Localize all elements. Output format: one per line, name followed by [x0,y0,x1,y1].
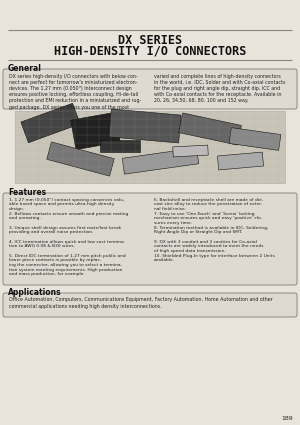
Bar [71,112,120,150]
Text: 3. Unique shell design assures first mate/last break
providing and overall noise: 3. Unique shell design assures first mat… [9,226,121,234]
Bar [122,148,199,174]
Text: 6. Backshell and receptacle shell are made of die-
cast zinc alloy to reduce the: 6. Backshell and receptacle shell are ma… [154,198,263,211]
Text: Applications: Applications [8,288,62,297]
Text: 5. Direct IDC termination of 1.27 mm pitch public and
lower piece contacts is po: 5. Direct IDC termination of 1.27 mm pit… [9,253,126,277]
Bar [100,140,140,152]
Text: DX series high-density I/O connectors with below con-
nect are perfect for tomor: DX series high-density I/O connectors wi… [9,74,141,110]
Bar [21,103,80,143]
Text: 1. 1.27 mm (0.050") contact spacing conserves valu-
able board space and permits: 1. 1.27 mm (0.050") contact spacing cons… [9,198,124,211]
Text: 4. ICC termination allows quick and low cost termina-
tion to AWG 0.08 & B30 wir: 4. ICC termination allows quick and low … [9,240,125,248]
FancyBboxPatch shape [3,293,297,317]
Text: varied and complete lines of high-density connectors
in the world, i.e. IDC, Sol: varied and complete lines of high-densit… [154,74,285,103]
Bar [229,128,281,150]
Text: 10. Shielded Plug-In type for interface between 2 Units
available.: 10. Shielded Plug-In type for interface … [154,253,275,262]
Text: 2. Bellows contacts ensure smooth and precise mating
and unmating.: 2. Bellows contacts ensure smooth and pr… [9,212,128,220]
Text: 8. Termination method is available in IDC, Soldering,
Right Angle Dip or Straigh: 8. Termination method is available in ID… [154,226,268,234]
Bar [173,145,208,157]
Bar [47,142,114,176]
Text: Features: Features [8,188,46,197]
Bar [178,113,242,145]
Text: 189: 189 [281,416,293,421]
Bar [15,111,285,183]
Text: General: General [8,64,42,73]
Text: DX SERIES: DX SERIES [118,34,182,46]
FancyBboxPatch shape [3,69,297,109]
Bar [109,109,181,143]
Text: 7. Easy to use 'One-Touch' and 'Screw' locking
mechanism ensures quick and easy : 7. Easy to use 'One-Touch' and 'Screw' l… [154,212,262,225]
Text: 9. DX with 3 conduit and 3 cavities for Co-axial
contacts are widely introduced : 9. DX with 3 conduit and 3 cavities for … [154,240,263,253]
Text: HIGH-DENSITY I/O CONNECTORS: HIGH-DENSITY I/O CONNECTORS [54,45,246,57]
Text: Office Automation, Computers, Communications Equipment, Factory Automation, Home: Office Automation, Computers, Communicat… [9,298,273,309]
Bar [218,152,263,170]
FancyBboxPatch shape [3,193,297,285]
